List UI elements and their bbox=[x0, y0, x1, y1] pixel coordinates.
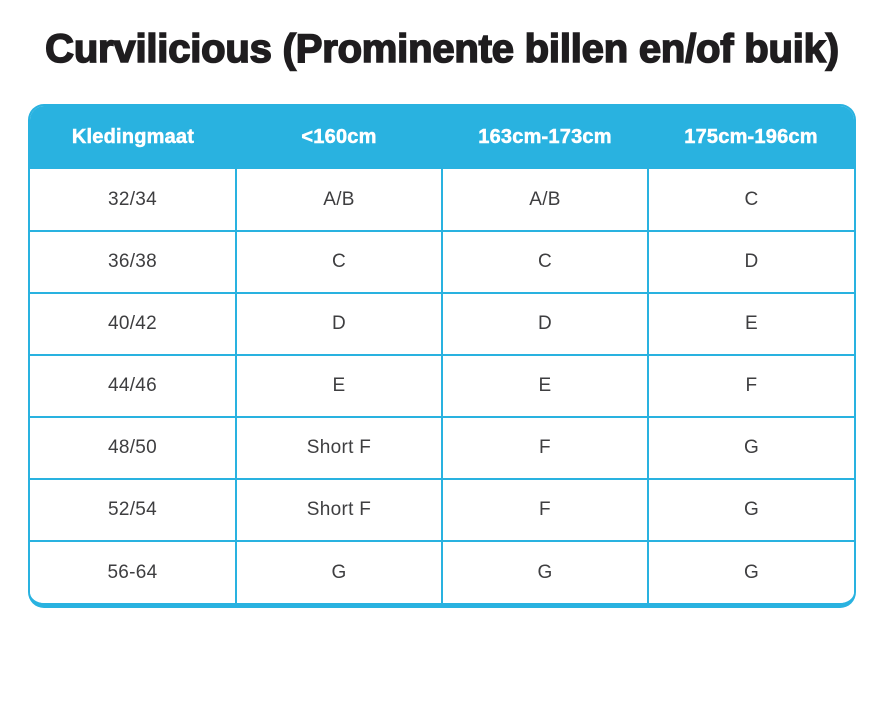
cell-cup: F bbox=[441, 416, 649, 480]
cell-cup: C bbox=[441, 230, 649, 294]
cell-cup: E bbox=[441, 354, 649, 418]
cell-size: 52/54 bbox=[30, 478, 237, 542]
header-under-160cm: <160cm bbox=[236, 106, 442, 169]
size-table: Kledingmaat <160cm 163cm-173cm 175cm-196… bbox=[30, 106, 854, 603]
cell-size: 56-64 bbox=[30, 540, 237, 603]
cell-cup: F bbox=[441, 478, 649, 542]
cell-cup: A/B bbox=[441, 169, 649, 232]
size-table-container: Kledingmaat <160cm 163cm-173cm 175cm-196… bbox=[28, 104, 856, 608]
header-175cm-196cm: 175cm-196cm bbox=[648, 106, 854, 169]
cell-size: 44/46 bbox=[30, 354, 237, 418]
table-row: 56-64 G G G bbox=[30, 540, 854, 603]
cell-cup: G bbox=[441, 540, 649, 603]
cell-cup: A/B bbox=[235, 169, 443, 232]
table-row: 36/38 C C D bbox=[30, 230, 854, 294]
cell-cup: C bbox=[235, 230, 443, 294]
cell-cup: G bbox=[647, 478, 854, 542]
cell-cup: E bbox=[235, 354, 443, 418]
cell-size: 40/42 bbox=[30, 292, 237, 356]
cell-size: 48/50 bbox=[30, 416, 237, 480]
table-row: 44/46 E E F bbox=[30, 354, 854, 418]
table-row: 32/34 A/B A/B C bbox=[30, 169, 854, 232]
cell-size: 32/34 bbox=[30, 169, 237, 232]
cell-cup: Short F bbox=[235, 478, 443, 542]
cell-cup: D bbox=[441, 292, 649, 356]
cell-size: 36/38 bbox=[30, 230, 237, 294]
cell-cup: C bbox=[647, 169, 854, 232]
cell-cup: Short F bbox=[235, 416, 443, 480]
cell-cup: D bbox=[235, 292, 443, 356]
cell-cup: F bbox=[647, 354, 854, 418]
header-kledingmaat: Kledingmaat bbox=[30, 106, 236, 169]
cell-cup: D bbox=[647, 230, 854, 294]
cell-cup: G bbox=[647, 540, 854, 603]
cell-cup: E bbox=[647, 292, 854, 356]
page-title: Curvilicious (Prominente billen en/of bu… bbox=[44, 26, 840, 72]
table-row: 52/54 Short F F G bbox=[30, 478, 854, 542]
table-header-row: Kledingmaat <160cm 163cm-173cm 175cm-196… bbox=[30, 106, 854, 169]
cell-cup: G bbox=[235, 540, 443, 603]
header-163cm-173cm: 163cm-173cm bbox=[442, 106, 648, 169]
table-row: 40/42 D D E bbox=[30, 292, 854, 356]
cell-cup: G bbox=[647, 416, 854, 480]
table-row: 48/50 Short F F G bbox=[30, 416, 854, 480]
